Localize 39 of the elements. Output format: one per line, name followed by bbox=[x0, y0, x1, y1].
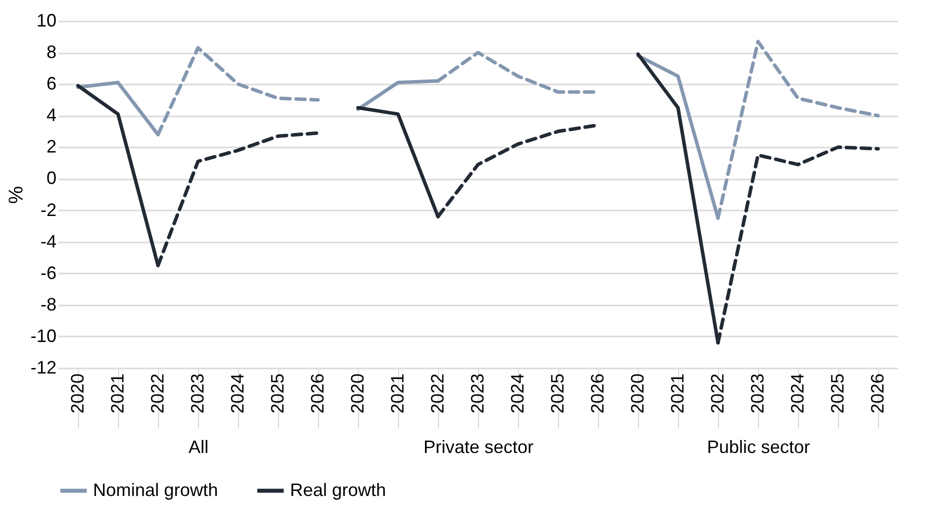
y-tick-label: -2 bbox=[40, 200, 56, 220]
x-tick-label: 2026 bbox=[588, 374, 608, 414]
x-tick-label: 2020 bbox=[348, 374, 368, 414]
x-tick-label: 2024 bbox=[788, 374, 808, 414]
legend-label: Real growth bbox=[290, 480, 386, 500]
y-tick-label: 4 bbox=[46, 105, 56, 126]
x-tick-label: 2024 bbox=[508, 374, 528, 414]
x-tick-label: 2025 bbox=[548, 374, 568, 414]
x-tick-label: 2024 bbox=[228, 374, 248, 414]
x-tick-label: 2025 bbox=[268, 374, 288, 414]
x-tick-label: 2021 bbox=[388, 374, 408, 414]
y-tick-label: 6 bbox=[46, 74, 56, 94]
x-tick-label: 2023 bbox=[468, 374, 488, 414]
x-axis-title: All bbox=[188, 437, 209, 457]
y-axis-title: % bbox=[5, 186, 28, 204]
x-tick-label: 2022 bbox=[148, 374, 168, 414]
x-tick-label: 2025 bbox=[828, 374, 848, 414]
y-tick-label: -12 bbox=[30, 358, 56, 378]
y-tick-label: 8 bbox=[46, 42, 56, 62]
y-tick-label: -4 bbox=[40, 231, 56, 252]
y-tick-label: -6 bbox=[40, 262, 56, 283]
y-tick-label: -10 bbox=[30, 326, 56, 346]
x-tick-label: 2022 bbox=[428, 374, 448, 414]
y-tick-label: -8 bbox=[40, 294, 56, 314]
x-tick-label: 2020 bbox=[628, 374, 648, 414]
y-tick-label: 2 bbox=[46, 136, 56, 157]
x-tick-label: 2021 bbox=[108, 374, 128, 414]
x-axis-title: Private sector bbox=[423, 437, 534, 457]
x-tick-label: 2026 bbox=[308, 374, 328, 414]
x-tick-label: 2023 bbox=[748, 374, 768, 414]
x-tick-label: 2020 bbox=[68, 374, 88, 414]
y-tick-label: 10 bbox=[36, 10, 56, 30]
y-tick-label: 0 bbox=[46, 168, 56, 188]
x-tick-label: 2021 bbox=[668, 374, 688, 414]
legend-label: Nominal growth bbox=[93, 480, 218, 500]
x-tick-label: 2022 bbox=[708, 374, 728, 414]
x-tick-label: 2026 bbox=[868, 374, 888, 414]
x-axis-title: Public sector bbox=[706, 437, 810, 457]
x-tick-label: 2023 bbox=[188, 374, 208, 414]
